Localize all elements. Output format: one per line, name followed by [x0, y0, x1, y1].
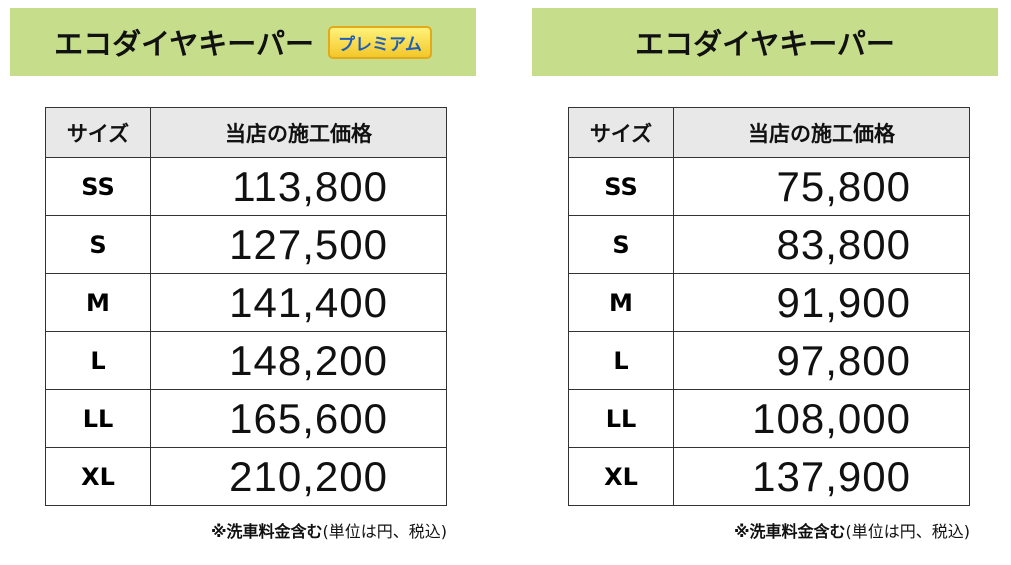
note-text: (単位は円、税込): [322, 522, 448, 541]
table-row: SS 75,800: [568, 157, 970, 216]
table-row: S 83,800: [568, 215, 970, 274]
header-cell: 当店の施工価格: [673, 107, 970, 158]
table-row: LL 165,600: [45, 389, 447, 448]
table-row: XL 210,200: [45, 447, 447, 506]
size-cell: SS: [568, 157, 674, 216]
price-cell: 165,600: [150, 389, 447, 448]
price-cell: 148,200: [150, 331, 447, 390]
size-cell: L: [568, 331, 674, 390]
price-cell: 113,800: [150, 157, 447, 216]
price-cell: 141,400: [150, 273, 447, 332]
price-cell: 108,000: [673, 389, 970, 448]
note: ※洗車料金含む(単位は円、税込): [568, 518, 970, 542]
header-cell: サイズ: [568, 107, 674, 158]
price-cell: 75,800: [673, 157, 970, 216]
price-cell: 91,900: [673, 273, 970, 332]
header-row: サイズ 当店の施工価格: [568, 107, 970, 158]
note-text: (単位は円、税込): [845, 522, 971, 541]
size-cell: XL: [568, 447, 674, 506]
panel-title: エコダイヤキーパー: [54, 27, 315, 61]
header-cell: サイズ: [45, 107, 151, 158]
table-row: L 148,200: [45, 331, 447, 390]
premium-badge: プレミアム: [328, 25, 432, 59]
table-row: XL 137,900: [568, 447, 970, 506]
size-cell: LL: [568, 389, 674, 448]
price-cell: 137,900: [673, 447, 970, 506]
table-row: M 141,400: [45, 273, 447, 332]
size-cell: M: [45, 273, 151, 332]
price-cell: 127,500: [150, 215, 447, 274]
table-row: S 127,500: [45, 215, 447, 274]
table-row: SS 113,800: [45, 157, 447, 216]
size-cell: M: [568, 273, 674, 332]
header-row: サイズ 当店の施工価格: [45, 107, 447, 158]
price-cell: 83,800: [673, 215, 970, 274]
size-cell: S: [568, 215, 674, 274]
price-table: サイズ 当店の施工価格 SS 75,800 S 83,800 M 91,900 L 97,800 L…: [568, 107, 970, 506]
price-cell: 97,800: [673, 331, 970, 390]
panel-header: エコダイヤキーパー: [532, 8, 998, 76]
price-table: サイズ 当店の施工価格 SS 113,800 S 127,500 M 141,400 L 148,…: [45, 107, 447, 506]
size-cell: S: [45, 215, 151, 274]
note-bold: ※洗車料金含む: [733, 522, 846, 541]
note: ※洗車料金含む(単位は円、税込): [45, 518, 447, 542]
table-row: LL 108,000: [568, 389, 970, 448]
table-row: L 97,800: [568, 331, 970, 390]
size-cell: SS: [45, 157, 151, 216]
table-row: M 91,900: [568, 273, 970, 332]
size-cell: XL: [45, 447, 151, 506]
panel-title: エコダイヤキーパー: [635, 27, 895, 61]
size-cell: LL: [45, 389, 151, 448]
note-bold: ※洗車料金含む: [210, 522, 323, 541]
header-cell: 当店の施工価格: [150, 107, 447, 158]
size-cell: L: [45, 331, 151, 390]
panel-header: エコダイヤキーパー プレミアム: [10, 8, 476, 76]
price-cell: 210,200: [150, 447, 447, 506]
